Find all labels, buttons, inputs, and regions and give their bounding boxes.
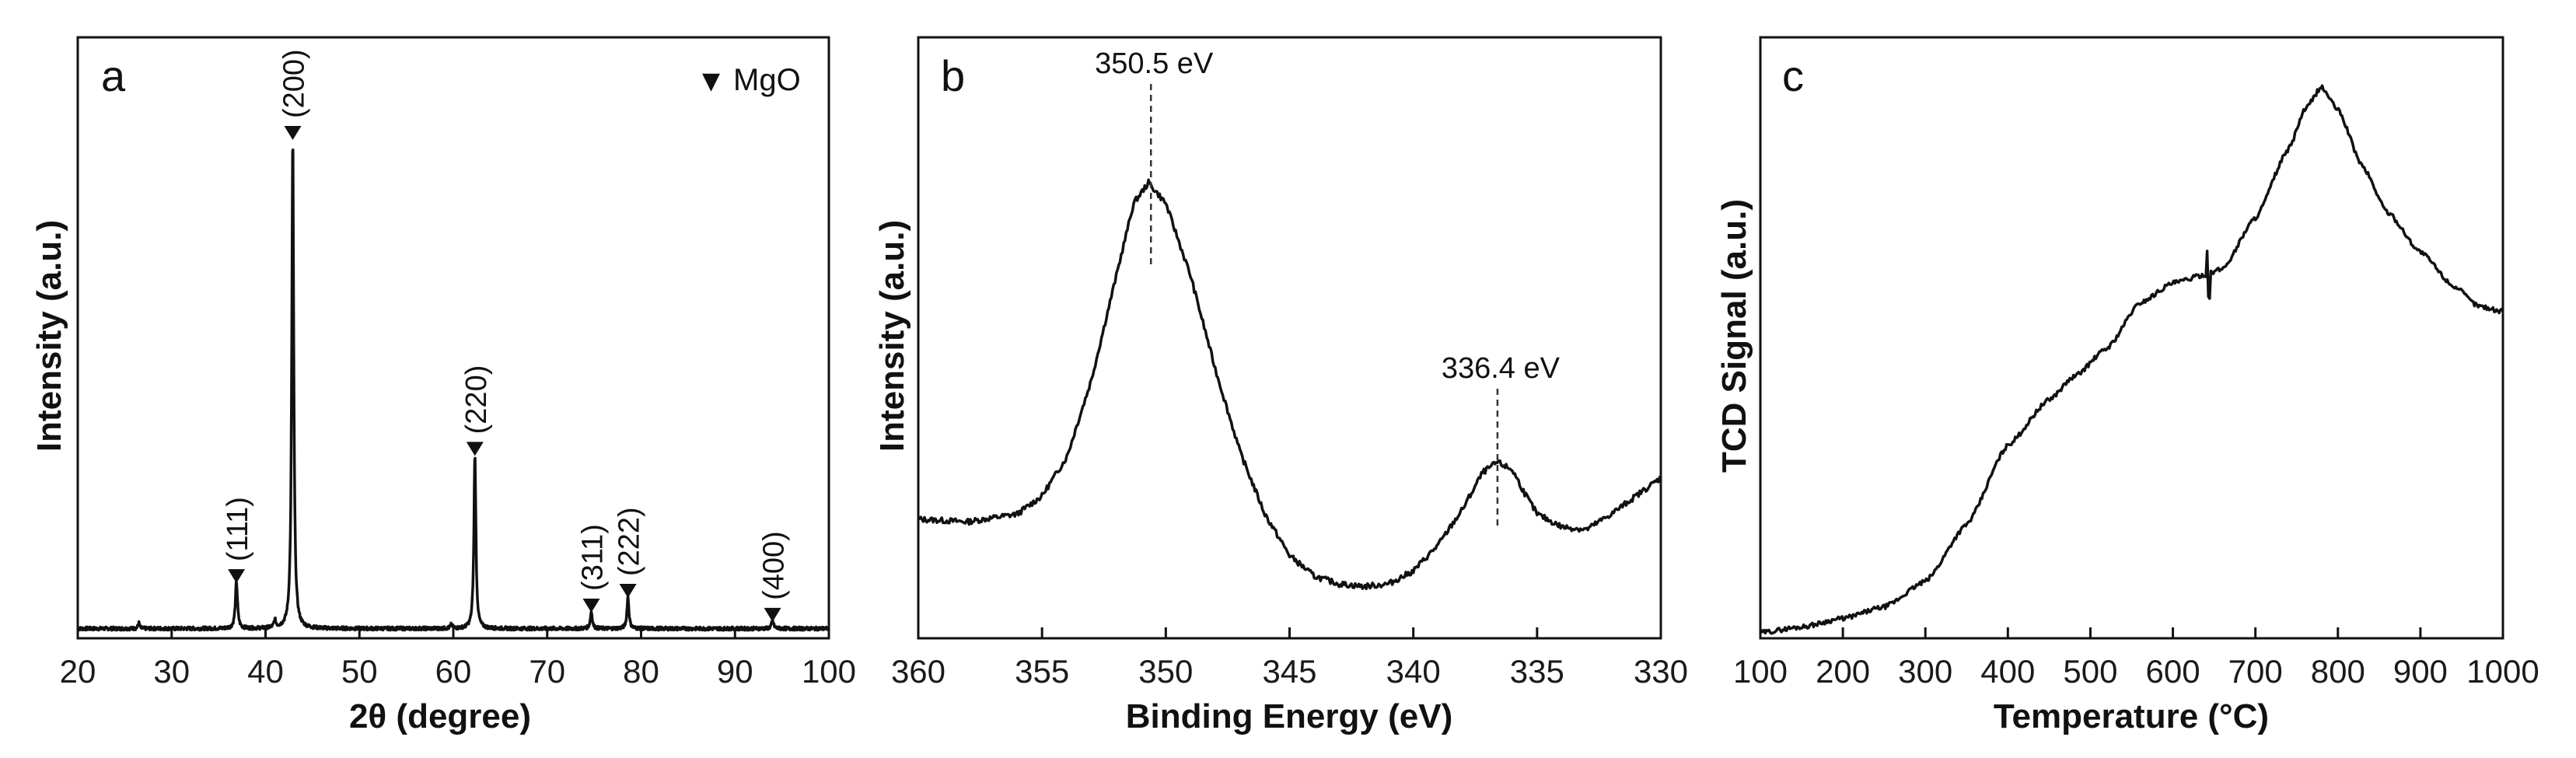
c-tcd-signal-line: [1759, 84, 2504, 635]
a-peak-label: (222): [613, 507, 646, 576]
a-x-tick-label: 40: [247, 653, 284, 690]
b-x-ticks: 360 355 350 345 340 335 330: [891, 627, 1688, 690]
panel-b-xps: 360 355 350 345 340 335 330 350.5 eV 336.4 eV b…: [873, 36, 1688, 735]
a-x-ticks: 20 30 40 50 60 70 80 90 100: [60, 627, 856, 690]
a-x-tick-label: 70: [529, 653, 565, 690]
a-xrd-pattern-line: [76, 148, 830, 632]
a-x-tick-label: 30: [153, 653, 190, 690]
c-x-tick-label: 900: [2393, 653, 2448, 690]
b-peak-annotation: 336.4 eV: [1442, 352, 1561, 385]
a-peak-label: (311): [577, 524, 610, 591]
c-panel-letter: c: [1782, 51, 1804, 100]
a-x-tick-label: 90: [717, 653, 753, 690]
a-x-tick-label: 60: [435, 653, 472, 690]
b-x-tick-label: 340: [1386, 653, 1441, 690]
c-x-tick-label: 500: [2063, 653, 2117, 690]
b-x-tick-label: 345: [1262, 653, 1316, 690]
c-x-ticks: 100 200 300 400 500 600 700 800 900 1000: [1733, 627, 2539, 690]
b-x-tick-label: 360: [891, 653, 945, 690]
c-x-tick-label: 700: [2228, 653, 2283, 690]
a-plot-frame: [76, 36, 830, 640]
a-panel-letter: a: [101, 51, 126, 100]
c-x-tick-label: 100: [1733, 653, 1788, 690]
c-x-tick-label: 1000: [2466, 653, 2539, 690]
b-xps-spectrum-line: [917, 178, 1662, 591]
c-x-tick-label: 800: [2311, 653, 2365, 690]
a-peak-marker: [582, 598, 600, 613]
c-x-tick-label: 600: [2146, 653, 2200, 690]
c-x-tick-label: 200: [1816, 653, 1870, 690]
a-x-tick-label: 100: [802, 653, 856, 690]
a-legend-label: MgO: [733, 63, 801, 97]
a-x-tick-label: 50: [341, 653, 378, 690]
a-peak-labels: (111) (200) (220) (311) (222) (400): [222, 49, 791, 622]
b-panel-letter: b: [941, 51, 965, 100]
b-x-tick-label: 355: [1015, 653, 1069, 690]
a-peak-label: (400): [758, 531, 791, 600]
b-x-tick-label: 330: [1634, 653, 1688, 690]
c-y-axis-label: TCD Signal (a.u.): [1715, 199, 1753, 473]
c-plot-frame: [1759, 36, 2504, 640]
b-x-axis-label: Binding Energy (eV): [1126, 697, 1452, 735]
a-legend-marker: ▼: [702, 68, 720, 95]
a-x-tick-label: 20: [60, 653, 96, 690]
a-peak-marker: [284, 126, 302, 140]
b-x-tick-label: 335: [1510, 653, 1564, 690]
a-peak-label: (220): [460, 365, 493, 435]
a-x-tick-label: 80: [623, 653, 659, 690]
b-y-axis-label: Intensity (a.u.): [873, 220, 911, 452]
a-peak-marker: [466, 442, 484, 456]
a-x-axis-label: 2θ (degree): [349, 697, 531, 735]
panel-c-tpr: 100 200 300 400 500 600 700 800 900 1000 c Temper…: [1715, 36, 2539, 735]
b-plot-frame: [917, 36, 1662, 640]
a-y-axis-label: Intensity (a.u.): [30, 220, 68, 452]
c-x-tick-label: 300: [1898, 653, 1952, 690]
a-peak-marker: [228, 569, 246, 584]
c-x-tick-label: 400: [1980, 653, 2035, 690]
a-peak-marker: [619, 584, 637, 599]
panel-a-xrd: 20 30 40 50 60 70 80 90 100 (111) (200) (220) (311)…: [30, 36, 856, 735]
b-peak-annotations: 350.5 eV 336.4 eV: [1095, 47, 1561, 529]
c-x-axis-label: Temperature (°C): [1994, 697, 2269, 735]
a-peak-marker: [764, 607, 781, 622]
b-x-tick-label: 350: [1138, 653, 1193, 690]
b-peak-annotation: 350.5 eV: [1095, 47, 1214, 80]
a-peak-label: (111): [222, 497, 254, 561]
a-peak-label: (200): [278, 49, 311, 118]
